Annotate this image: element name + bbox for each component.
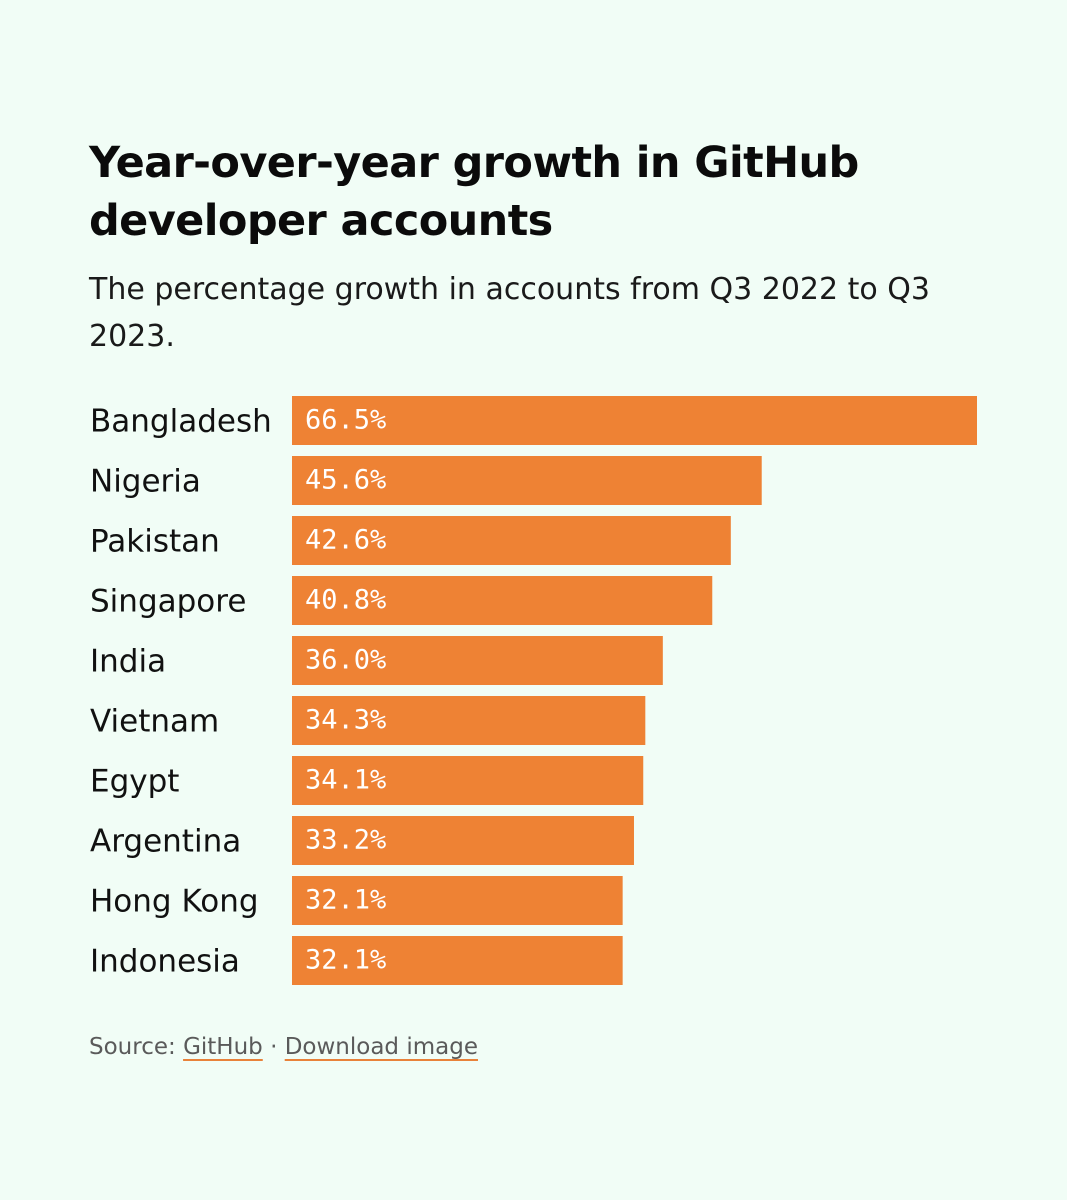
- bar-egypt: [292, 756, 644, 805]
- bar-chart: Bangladesh 66.5% Nigeria 45.6% Pakistan 42.6%…: [90, 396, 977, 985]
- category-label: Pakistan: [90, 524, 220, 560]
- bar-bangladesh: [292, 396, 977, 445]
- chart-subtitle: The percentage growth in accounts from Q…: [89, 272, 930, 354]
- bar-singapore: [292, 576, 713, 625]
- bar-pakistan: [292, 516, 731, 565]
- category-label: Nigeria: [90, 464, 201, 500]
- value-label: 32.1%: [305, 885, 386, 916]
- value-label: 66.5%: [305, 405, 386, 436]
- category-label: Vietnam: [90, 704, 219, 740]
- value-label: 45.6%: [305, 465, 386, 496]
- bar-indonesia: [292, 936, 623, 985]
- category-label: Singapore: [90, 584, 246, 620]
- category-label: India: [90, 644, 166, 680]
- chart-title: Year-over-year growth in GitHub develope…: [89, 138, 859, 246]
- download-image-link[interactable]: Download image: [284, 1034, 478, 1060]
- category-label: Indonesia: [90, 944, 240, 980]
- source-link[interactable]: GitHub: [183, 1034, 263, 1060]
- chart-footer: Source: GitHub · Download image: [89, 1034, 478, 1060]
- value-label: 42.6%: [305, 525, 386, 556]
- source-prefix: Source:: [89, 1034, 184, 1060]
- bar-vietnam: [292, 696, 646, 745]
- value-label: 32.1%: [305, 945, 386, 976]
- value-label: 34.3%: [305, 705, 386, 736]
- category-label: Bangladesh: [90, 404, 272, 440]
- category-label: Argentina: [90, 824, 241, 860]
- bar-argentina: [292, 816, 634, 865]
- category-label: Egypt: [90, 764, 179, 800]
- footer-separator: ·: [262, 1034, 285, 1060]
- value-label: 34.1%: [305, 765, 386, 796]
- bar-india: [292, 636, 663, 685]
- value-label: 36.0%: [305, 645, 386, 676]
- category-label: Hong Kong: [90, 884, 259, 920]
- value-label: 40.8%: [305, 585, 386, 616]
- value-label: 33.2%: [305, 825, 386, 856]
- bar-nigeria: [292, 456, 762, 505]
- bar-hong-kong: [292, 876, 623, 925]
